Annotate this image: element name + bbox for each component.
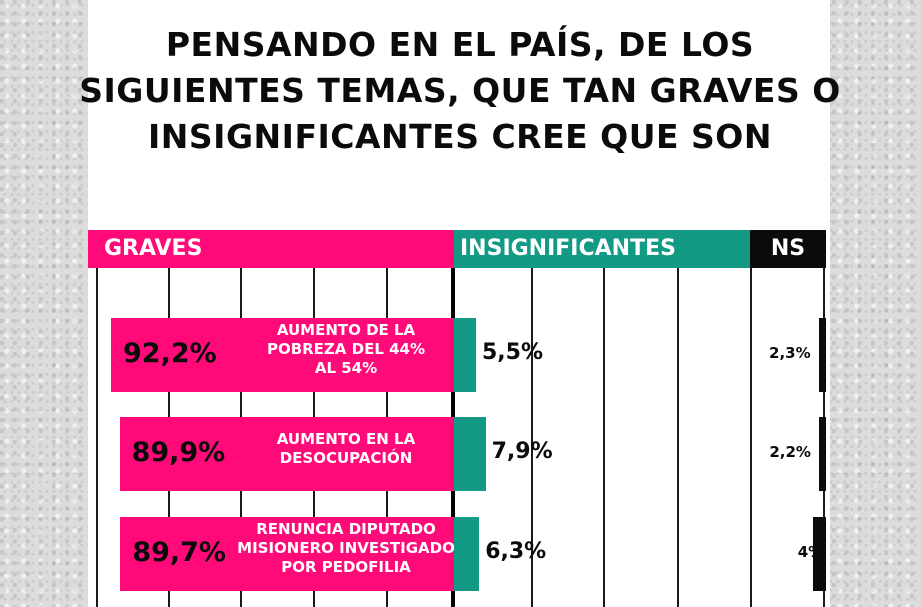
- bar-ns-2: [813, 517, 826, 591]
- label-graves-2: 89,7%: [132, 537, 226, 568]
- grid-line-7: [677, 268, 679, 607]
- bar-graves-2: [120, 517, 454, 591]
- grid-line-5: [531, 268, 533, 607]
- category-label-2: RENUNCIA DIPUTADO MISIONERO INVESTIGADO PO…: [237, 520, 455, 576]
- bar-ns-0: [818, 318, 826, 392]
- bar-insignificantes-0: [454, 318, 476, 392]
- legend-ns: NS: [750, 230, 826, 268]
- label-ns-2: 4%: [797, 543, 824, 561]
- label-ns-0: 2,3%: [769, 344, 811, 362]
- label-insignificantes-0: 5,5%: [482, 340, 544, 365]
- label-graves-0: 92,2%: [123, 338, 217, 369]
- legend-insignificantes: INSIGNIFICANTES: [454, 230, 750, 268]
- label-ns-1: 2,2%: [769, 443, 811, 461]
- grid-line-8: [750, 268, 752, 607]
- category-label-0: AUMENTO DE LA POBREZA DEL 44% AL 54%: [266, 321, 426, 377]
- bar-insignificantes-1: [454, 417, 486, 491]
- label-graves-1: 89,9%: [131, 437, 226, 468]
- grid-line-6: [603, 268, 605, 607]
- bar-insignificantes-2: [454, 517, 480, 591]
- legend-graves: GRAVES: [88, 230, 454, 268]
- label-insignificantes-1: 7,9%: [491, 439, 553, 464]
- bar-ns-1: [818, 417, 826, 491]
- grid-line-0: [96, 268, 98, 607]
- chart-panel: [88, 0, 830, 607]
- bar-graves-1: [119, 417, 454, 491]
- bar-graves-0: [111, 318, 454, 392]
- chart-title: PENSANDO EN EL PAÍS, DE LOS SIGUIENTES T…: [79, 25, 841, 156]
- label-insignificantes-2: 6,3%: [485, 539, 547, 564]
- category-label-1: AUMENTO EN LA DESOCUPACIÓN: [276, 430, 416, 467]
